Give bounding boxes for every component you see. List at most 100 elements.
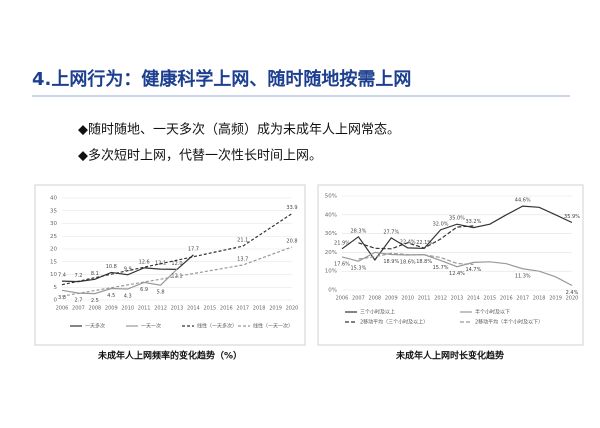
x-tick-label: 2018	[253, 306, 266, 312]
data-label: 27.7%	[383, 229, 399, 235]
x-tick-label: 2012	[434, 296, 447, 302]
data-label: 28.3%	[350, 228, 366, 234]
x-tick-label: 2011	[138, 306, 151, 312]
y-tick-label: 40	[50, 196, 57, 202]
data-label: 35.9%	[564, 214, 580, 220]
legend-label: 一天一次	[141, 323, 161, 330]
data-label: 5.8	[157, 290, 165, 296]
x-tick-label: 2019	[549, 296, 562, 302]
x-tick-label: 2015	[483, 296, 496, 302]
x-tick-label: 2010	[401, 296, 414, 302]
x-tick-label: 2009	[105, 306, 118, 312]
x-tick-label: 2010	[121, 306, 134, 312]
legend-label: 三个小时及以上	[360, 309, 395, 316]
y-tick-label: 25	[50, 234, 57, 240]
data-label: 21.1	[237, 238, 248, 244]
x-tick-label: 2008	[88, 306, 101, 312]
y-tick-label: 5	[54, 285, 58, 291]
y-tick-label: 50%	[325, 194, 337, 200]
data-label: 17.7	[188, 246, 199, 252]
x-tick-label: 2016	[500, 296, 513, 302]
data-label: 22.1%	[416, 240, 432, 246]
data-label: 2.7	[74, 298, 82, 304]
data-label: 7.4	[58, 273, 66, 279]
data-label: 2.5	[91, 298, 99, 304]
data-label: 6.9	[140, 287, 148, 293]
data-label: 10.8	[106, 264, 117, 270]
x-tick-label: 2007	[72, 306, 85, 312]
series-line	[61, 246, 293, 297]
y-tick-label: 0%	[328, 288, 337, 294]
x-tick-label: 2016	[220, 306, 233, 312]
legend-label: 线性（一天一次）	[253, 323, 293, 330]
data-label: 12.4%	[449, 271, 465, 277]
y-tick-label: 35	[50, 208, 57, 214]
data-label: 12.6	[139, 259, 150, 265]
x-tick-label: 2014	[187, 306, 200, 312]
data-label: 20.8	[286, 238, 297, 244]
x-tick-label: 2018	[533, 296, 546, 302]
series-line	[358, 225, 474, 250]
data-label: 15.7%	[433, 265, 449, 271]
bullet: ◆随时随地、一天多次（高频）成为未成年人上网常态。	[78, 122, 400, 138]
series-line	[358, 252, 474, 266]
y-tick-label: 15	[50, 259, 57, 265]
y-tick-label: 30	[50, 221, 57, 227]
x-tick-label: 2015	[203, 306, 216, 312]
y-tick-label: 10	[50, 272, 57, 278]
series-line	[61, 268, 178, 295]
data-label: 17.6%	[334, 261, 350, 267]
y-tick-label: 10%	[325, 269, 337, 275]
data-label: 8.1	[91, 271, 99, 277]
data-label: 11.3%	[515, 273, 531, 279]
data-label: 18.6%	[400, 260, 416, 266]
slide-title: 4.上网行为：健康科学上网、随时随地按需上网	[32, 68, 411, 90]
x-tick-label: 2020	[566, 296, 579, 302]
series-line	[341, 251, 573, 287]
x-tick-label: 2014	[467, 296, 480, 302]
data-label: 4.3	[124, 294, 132, 300]
chart-caption: 未成年人上网时长变化趋势	[395, 350, 504, 362]
data-label: 35.0%	[449, 216, 465, 222]
chart-frame	[34, 184, 306, 346]
x-tick-label: 2017	[236, 306, 249, 312]
y-tick-label: 20%	[325, 250, 337, 256]
x-tick-label: 2017	[516, 296, 529, 302]
x-tick-label: 2008	[368, 296, 381, 302]
data-label: 2.4%	[566, 290, 579, 296]
x-tick-label: 2019	[269, 306, 282, 312]
legend-label: 一天多次	[85, 323, 105, 330]
y-tick-label: 0	[54, 298, 58, 304]
x-tick-label: 2013	[171, 306, 184, 312]
x-tick-label: 2013	[451, 296, 464, 302]
data-label: 14.7%	[465, 267, 481, 273]
x-tick-label: 2011	[418, 296, 431, 302]
y-tick-label: 40%	[325, 212, 337, 218]
x-tick-label: 2020	[286, 306, 299, 312]
y-tick-label: 20	[50, 247, 57, 253]
x-tick-label: 2006	[336, 296, 349, 302]
data-label: 13.7	[237, 257, 248, 263]
legend-label: 线性（一天多次）	[197, 323, 237, 330]
legend-label: 半个小时及以下	[475, 309, 510, 316]
data-label: 7.2	[74, 273, 82, 279]
legend-label: 2移动平均（半个小时及以下）	[475, 319, 543, 326]
x-tick-label: 2009	[385, 296, 398, 302]
data-label: 33.2%	[465, 219, 481, 225]
legend-label: 2移动平均（三个小时及以上）	[360, 319, 428, 326]
data-label: 44.6%	[515, 198, 531, 204]
bullet: ◆多次短时上网，代替一次性长时间上网。	[78, 148, 322, 164]
data-label: 18.8%	[416, 259, 432, 265]
x-tick-label: 2006	[56, 306, 69, 312]
x-tick-label: 2012	[154, 306, 167, 312]
data-label: 18.9%	[383, 259, 399, 265]
data-label: 15.3%	[350, 266, 366, 272]
data-label: 9.9	[124, 266, 132, 272]
series-line	[61, 213, 293, 286]
data-label: 3.8	[58, 295, 66, 301]
chart-frame	[317, 184, 584, 346]
x-tick-label: 2007	[352, 296, 365, 302]
data-label: 12.0	[171, 261, 182, 267]
data-label: 4.5	[107, 293, 115, 299]
